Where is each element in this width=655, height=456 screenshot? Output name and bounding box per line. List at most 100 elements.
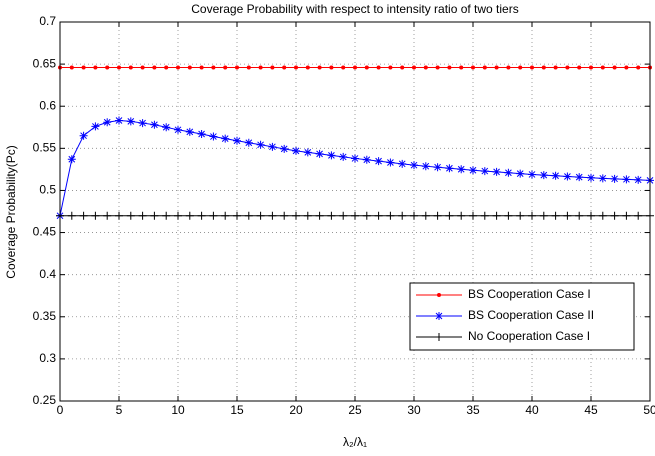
marker	[494, 65, 499, 70]
marker	[504, 168, 513, 177]
legend-label: BS Cooperation Case II	[468, 308, 594, 322]
marker	[423, 65, 428, 70]
marker	[351, 211, 359, 220]
marker	[223, 65, 228, 70]
marker	[152, 65, 157, 70]
marker	[103, 118, 112, 127]
marker	[103, 211, 112, 220]
marker	[268, 142, 277, 151]
y-tick-label: 0.3	[39, 351, 56, 365]
marker	[374, 157, 383, 166]
marker	[221, 134, 230, 143]
marker	[327, 151, 336, 160]
marker	[115, 211, 123, 220]
marker	[362, 211, 371, 220]
marker	[126, 117, 135, 126]
marker	[185, 211, 194, 220]
marker	[128, 65, 133, 70]
marker	[469, 211, 477, 220]
x-tick-label: 50	[643, 403, 655, 417]
marker	[117, 65, 121, 70]
marker	[376, 65, 381, 70]
marker	[457, 165, 466, 174]
x-axis-label: λ₂/λ₁	[343, 435, 367, 449]
marker	[551, 171, 560, 180]
marker	[445, 164, 454, 173]
marker	[221, 211, 230, 220]
marker	[587, 173, 595, 182]
marker	[235, 65, 239, 70]
marker	[634, 175, 643, 184]
marker	[69, 65, 74, 70]
marker	[516, 169, 525, 178]
marker	[256, 211, 265, 220]
marker	[233, 211, 241, 220]
marker	[539, 211, 548, 220]
axes-box	[59, 21, 651, 402]
marker	[610, 174, 619, 183]
marker	[553, 65, 558, 70]
marker	[138, 211, 147, 220]
marker	[199, 65, 204, 70]
legend-marker	[437, 293, 441, 297]
marker	[364, 65, 369, 70]
x-tick-label: 25	[348, 403, 362, 417]
marker	[634, 211, 643, 220]
marker	[530, 65, 534, 70]
x-tick-label: 5	[116, 403, 123, 417]
marker	[268, 211, 277, 220]
marker	[329, 65, 334, 70]
marker	[577, 65, 582, 70]
marker	[126, 211, 135, 220]
marker	[105, 65, 110, 70]
marker	[518, 65, 523, 70]
marker	[91, 211, 100, 220]
marker	[482, 65, 487, 70]
marker	[492, 211, 501, 220]
marker	[421, 162, 430, 171]
legend-marker	[435, 333, 443, 341]
marker	[174, 211, 182, 220]
marker	[67, 155, 76, 164]
marker	[410, 211, 418, 220]
y-tick-label: 0.7	[39, 14, 56, 28]
marker	[138, 119, 147, 128]
marker	[315, 149, 324, 158]
marker	[539, 171, 548, 180]
marker	[492, 167, 501, 176]
marker	[317, 65, 322, 70]
legend: BS Cooperation Case I BS Cooperation Case…	[409, 282, 635, 351]
marker	[386, 211, 395, 220]
marker	[506, 65, 511, 70]
marker	[341, 65, 346, 70]
marker	[622, 211, 631, 220]
x-tick-label: 40	[525, 403, 539, 417]
y-tick-label: 0.25	[33, 393, 57, 407]
marker	[400, 65, 405, 70]
marker	[176, 65, 180, 70]
marker	[140, 65, 145, 70]
marker	[67, 211, 76, 220]
marker	[447, 65, 452, 70]
marker	[516, 211, 525, 220]
marker	[421, 211, 430, 220]
marker	[174, 125, 182, 134]
x-tick-label: 35	[466, 403, 480, 417]
y-tick-label: 0.6	[39, 98, 56, 112]
marker	[280, 144, 289, 153]
marker	[81, 65, 86, 70]
marker	[433, 211, 442, 220]
x-tick-label: 0	[57, 403, 64, 417]
marker	[610, 211, 619, 220]
marker	[624, 65, 629, 70]
marker	[600, 65, 605, 70]
marker	[528, 170, 536, 179]
marker	[563, 172, 572, 181]
marker	[563, 211, 572, 220]
marker	[162, 123, 171, 132]
marker	[292, 211, 300, 220]
y-tick-label: 0.45	[33, 225, 57, 239]
marker	[374, 211, 383, 220]
marker	[398, 159, 407, 168]
